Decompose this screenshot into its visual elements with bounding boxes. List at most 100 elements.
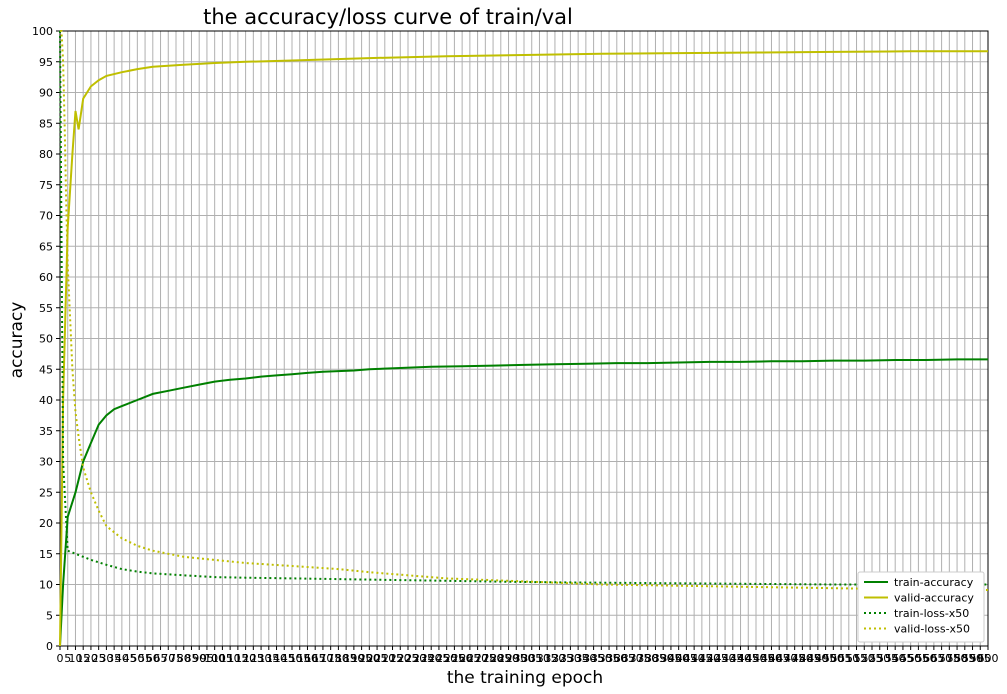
x-tick-label: 365 xyxy=(614,652,635,665)
legend-box xyxy=(857,571,985,643)
x-tick-label: 270 xyxy=(467,652,488,665)
x-tick-label: 100 xyxy=(204,652,225,665)
x-tick-label: 165 xyxy=(305,652,326,665)
x-tick-label: 5 xyxy=(64,652,71,665)
y-tick-label: 35 xyxy=(39,425,53,438)
x-tick-label: 160 xyxy=(297,652,318,665)
x-tick-label: 415 xyxy=(691,652,712,665)
x-tick-label: 525 xyxy=(862,652,883,665)
y-tick-label: 75 xyxy=(39,179,53,192)
x-tick-label: 215 xyxy=(382,652,403,665)
legend-label: valid-loss-x50 xyxy=(894,623,970,636)
x-tick-label: 320 xyxy=(544,652,565,665)
x-tick-label: 170 xyxy=(312,652,333,665)
x-tick-label: 290 xyxy=(498,652,519,665)
grid xyxy=(59,30,989,647)
x-tick-label: 15 xyxy=(76,652,90,665)
x-tick-label: 545 xyxy=(892,652,913,665)
x-tick-label: 380 xyxy=(637,652,658,665)
x-tick-label: 370 xyxy=(622,652,643,665)
y-tick-label: 60 xyxy=(39,271,53,284)
x-tick-label: 275 xyxy=(475,652,496,665)
chart-title: the accuracy/loss curve of train/val xyxy=(203,5,573,29)
y-tick-label: 20 xyxy=(39,517,53,530)
x-tick-label: 400 xyxy=(668,652,689,665)
x-tick-label: 445 xyxy=(738,652,759,665)
x-tick-label: 460 xyxy=(761,652,782,665)
x-tick-label: 500 xyxy=(823,652,844,665)
x-tick-label: 330 xyxy=(560,652,581,665)
x-tick-label: 385 xyxy=(645,652,666,665)
x-tick-label: 185 xyxy=(336,652,357,665)
x-tick-label: 395 xyxy=(660,652,681,665)
x-tick-label: 250 xyxy=(436,652,457,665)
x-tick-label: 265 xyxy=(459,652,480,665)
x-tick-label: 195 xyxy=(351,652,372,665)
x-tick-label: 315 xyxy=(537,652,558,665)
x-tick-label: 470 xyxy=(776,652,797,665)
x-tick-label: 220 xyxy=(390,652,411,665)
x-tick-label: 45 xyxy=(123,652,137,665)
legend: train-accuracy valid-accuracy train-loss-x… xyxy=(857,571,985,643)
legend-label: valid-accuracy xyxy=(894,592,974,605)
x-tick-label: 155 xyxy=(289,652,310,665)
legend-label: train-loss-x50 xyxy=(894,607,969,620)
x-tick-label: 485 xyxy=(800,652,821,665)
x-tick-label: 35 xyxy=(107,652,121,665)
x-tick-label: 520 xyxy=(854,652,875,665)
x-tick-label: 355 xyxy=(599,652,620,665)
x-tick-label: 495 xyxy=(815,652,836,665)
y-tick-label: 100 xyxy=(32,25,53,38)
y-tick-label: 50 xyxy=(39,333,53,346)
x-tick-label: 30 xyxy=(99,652,113,665)
x-axis: 0 510152025303540455055606570758085909510… xyxy=(57,646,999,665)
x-tick-label: 505 xyxy=(831,652,852,665)
x-tick-label: 575 xyxy=(939,652,960,665)
y-tick-label: 5 xyxy=(46,609,53,622)
y-tick-label: 90 xyxy=(39,87,53,100)
x-tick-label: 480 xyxy=(792,652,813,665)
x-tick-label: 455 xyxy=(753,652,774,665)
x-tick-label: 150 xyxy=(282,652,303,665)
x-tick-label: 115 xyxy=(227,652,248,665)
x-tick-label: 560 xyxy=(916,652,937,665)
series-layer xyxy=(59,30,989,647)
x-tick-label: 375 xyxy=(630,652,651,665)
x-tick-label: 440 xyxy=(730,652,751,665)
x-tick-label: 25 xyxy=(92,652,106,665)
x-tick-label: 205 xyxy=(367,652,388,665)
x-tick-label: 140 xyxy=(266,652,287,665)
x-tick-label: 85 xyxy=(184,652,198,665)
x-tick-label: 50 xyxy=(130,652,144,665)
y-axis-label: accuracy xyxy=(7,302,27,379)
x-tick-label: 40 xyxy=(115,652,129,665)
x-tick-label: 530 xyxy=(869,652,890,665)
x-tick-label: 120 xyxy=(235,652,256,665)
x-tick-label: 435 xyxy=(722,652,743,665)
x-tick-label: 405 xyxy=(676,652,697,665)
y-tick-label: 15 xyxy=(39,548,53,561)
y-tick-label: 10 xyxy=(39,579,53,592)
x-tick-label: 225 xyxy=(398,652,419,665)
y-tick-label: 45 xyxy=(39,363,53,376)
x-tick-label: 585 xyxy=(954,652,975,665)
y-tick-label: 95 xyxy=(39,56,53,69)
x-tick-label: 260 xyxy=(452,652,473,665)
x-tick-label: 310 xyxy=(529,652,550,665)
x-tick-label: 305 xyxy=(521,652,542,665)
x-tick-label: 465 xyxy=(769,652,790,665)
x-tick-label: 510 xyxy=(838,652,859,665)
series-line-valid-loss-x50 xyxy=(60,30,989,591)
y-tick-label: 85 xyxy=(39,117,53,130)
x-tick-label: 600 xyxy=(978,652,999,665)
x-tick-label: 60 xyxy=(146,652,160,665)
x-tick-label: 145 xyxy=(274,652,295,665)
x-tick-label: 535 xyxy=(877,652,898,665)
x-tick-label: 420 xyxy=(699,652,720,665)
x-tick-label: 335 xyxy=(568,652,589,665)
x-tick-label: 595 xyxy=(970,652,991,665)
y-tick-label: 80 xyxy=(39,148,53,161)
x-tick-label: 580 xyxy=(947,652,968,665)
x-tick-label: 65 xyxy=(154,652,168,665)
